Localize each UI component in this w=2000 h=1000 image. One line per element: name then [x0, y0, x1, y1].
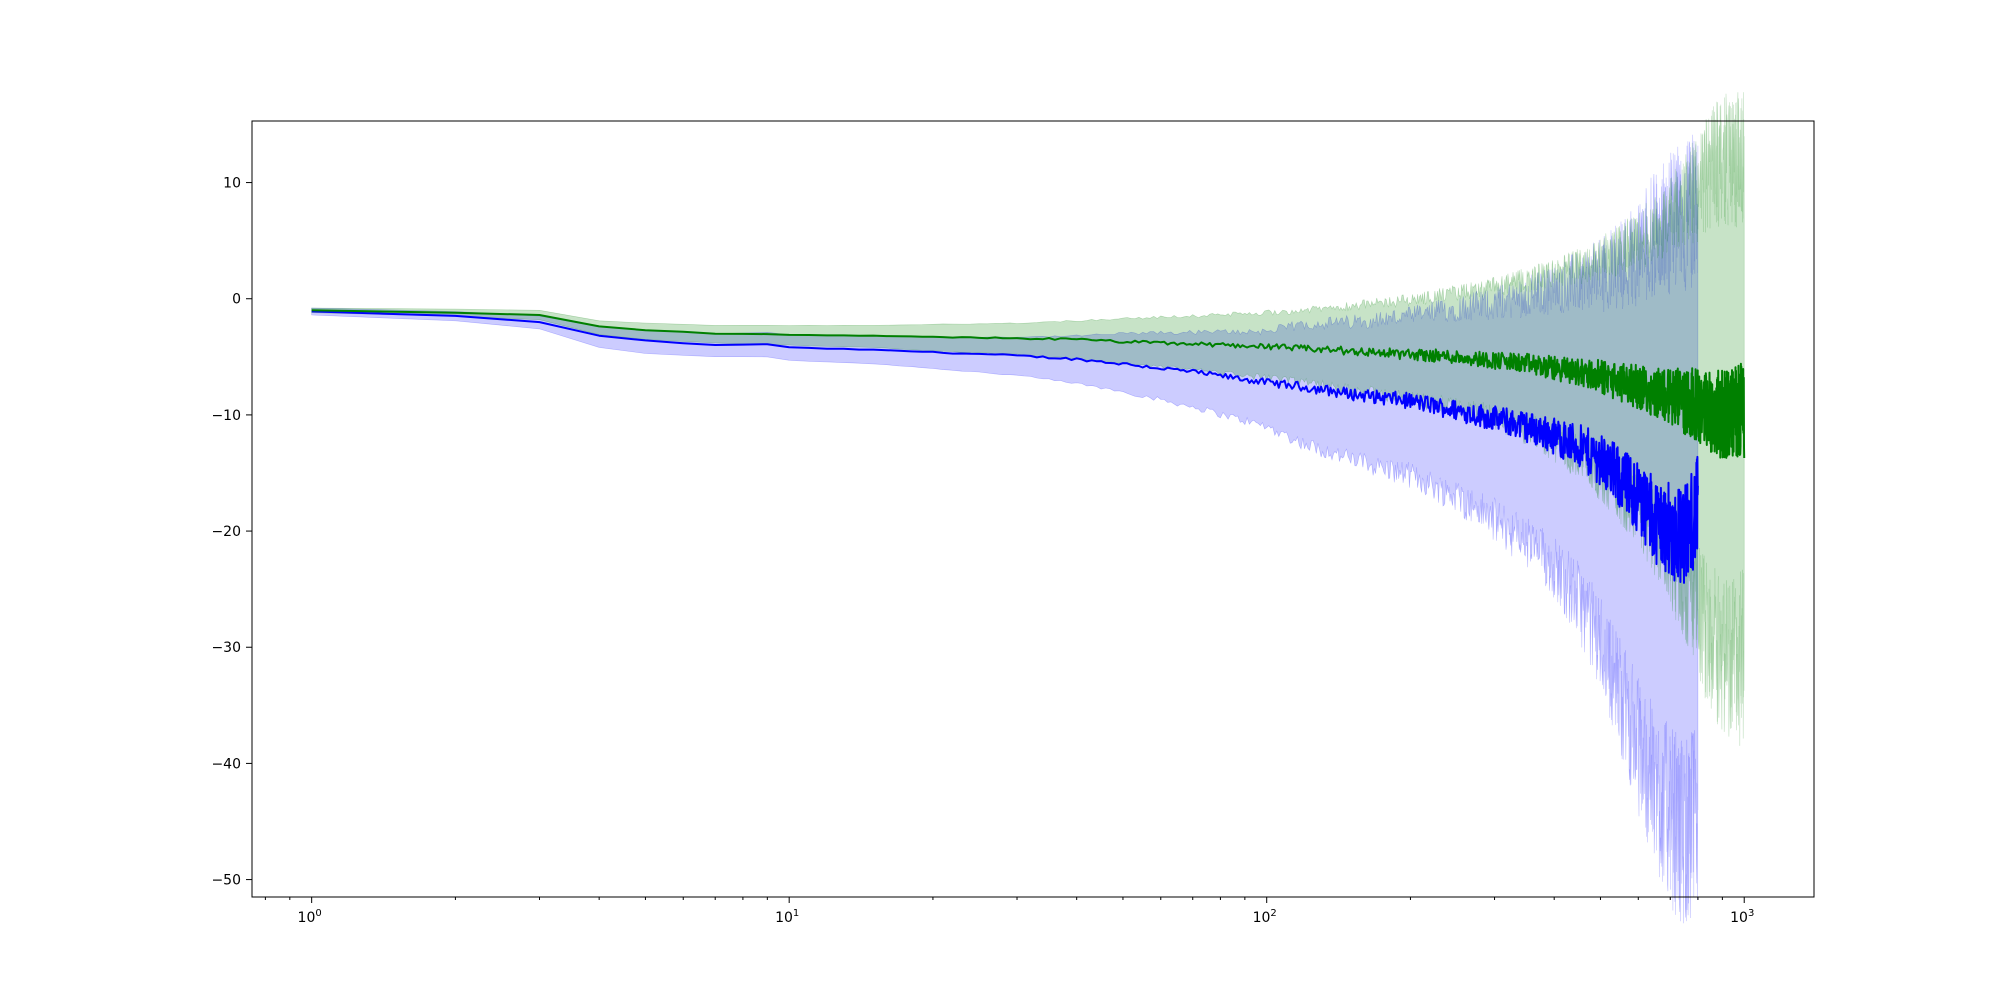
- series-2-line: [311, 309, 1746, 459]
- series-lines: [311, 309, 1746, 584]
- y-axis: 10 0 −10 −20 −30 −40 −50: [211, 176, 252, 889]
- plot-frame: [251, 120, 1815, 898]
- x-tick-label: 101: [775, 908, 799, 926]
- y-tick-label: −40: [211, 756, 241, 772]
- x-axis: 100 101 102 103: [264, 897, 1754, 926]
- y-tick-label: −30: [211, 640, 241, 656]
- x-tick-label: 102: [1253, 908, 1277, 926]
- y-tick-label: 0: [232, 292, 241, 308]
- y-tick-label: −50: [211, 873, 241, 889]
- x-tick-label: 103: [1730, 908, 1754, 926]
- y-tick-label: 10: [223, 176, 241, 192]
- x-tick-label: 100: [298, 908, 322, 926]
- confidence-bands: [311, 92, 1745, 924]
- series-1-line: [311, 310, 1699, 584]
- series-1-band: [311, 134, 1699, 924]
- y-tick-label: −20: [211, 524, 241, 540]
- y-tick-label: −10: [211, 408, 241, 424]
